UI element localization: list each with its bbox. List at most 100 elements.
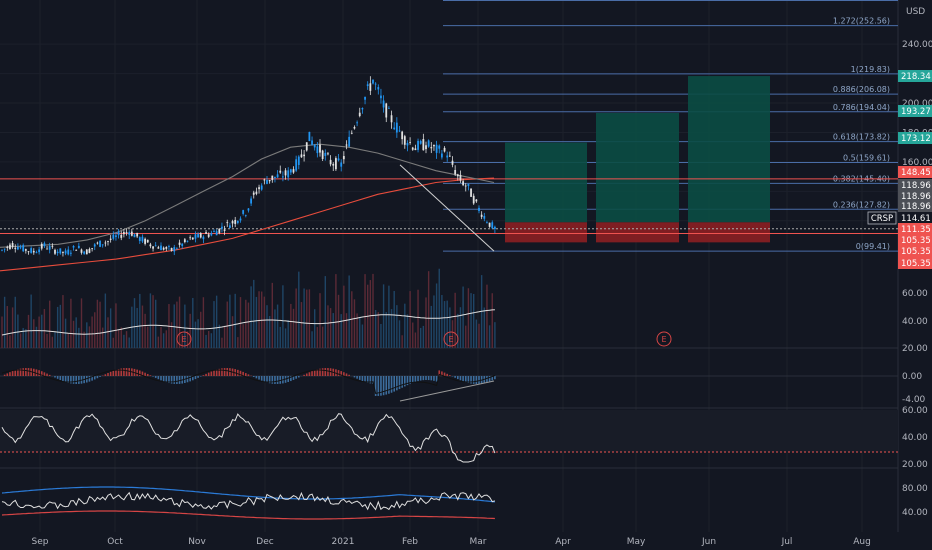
macd-bar (229, 368, 231, 376)
macd-bar (329, 368, 332, 376)
volume-bar (109, 308, 112, 348)
candle-body (128, 232, 131, 235)
volume-bar (396, 305, 398, 348)
macd-bar (207, 372, 210, 376)
volume-bar (1, 316, 3, 348)
earnings-marker-label: E (661, 335, 666, 344)
macd-bar (433, 376, 435, 381)
volume-bar (22, 327, 24, 348)
rsi-tick-label: 60.00 (902, 406, 928, 416)
candle-body (388, 107, 390, 109)
volume-bar (49, 300, 51, 348)
volume-bar (94, 312, 96, 348)
price-tag: 218.34 (898, 70, 932, 82)
candle-body (327, 153, 329, 155)
volume-bar (414, 332, 417, 348)
volume-average-line (1, 309, 495, 336)
candle-body (210, 233, 213, 236)
macd-bar (467, 376, 470, 383)
macd-bar (218, 368, 221, 376)
macd-bar (17, 369, 19, 376)
volume-bar (430, 305, 432, 348)
candle-body (305, 142, 308, 151)
volume-bar (263, 296, 266, 348)
price-tag: 105.35 (898, 257, 932, 269)
macd-bar (11, 371, 14, 376)
macd-bar (170, 376, 173, 384)
candle-body (88, 248, 91, 253)
macd-bar (398, 376, 401, 390)
candle-body (205, 232, 207, 234)
candle-body (11, 243, 14, 247)
macd-bar (120, 368, 123, 376)
candle-body (464, 185, 467, 187)
candle-body (438, 145, 441, 149)
candle-body (181, 243, 184, 247)
macd-tick-label: 0.00 (902, 372, 922, 382)
volume-bar (162, 333, 165, 348)
candle-body (345, 144, 348, 146)
stop-zone (505, 222, 587, 243)
candle-body (260, 185, 263, 190)
macd-bar (411, 376, 414, 383)
volume-bar (30, 294, 32, 348)
volume-bar (14, 296, 16, 348)
candle-body (199, 233, 202, 238)
candle-body (85, 249, 88, 255)
macd-bar (22, 368, 24, 376)
candle-body (274, 176, 276, 178)
trend-line (399, 164, 495, 252)
candle-body (353, 127, 356, 129)
candle-body (9, 244, 11, 250)
macd-bar (152, 376, 154, 377)
volume-bar (427, 271, 430, 348)
volume-bar (361, 324, 364, 348)
candle-body (27, 251, 30, 253)
macd-bar (380, 376, 382, 396)
candle-body (215, 231, 218, 236)
macd-bar (107, 373, 109, 376)
macd-bar (308, 372, 311, 376)
candle-body (300, 154, 303, 158)
position-boxes[interactable] (505, 76, 770, 243)
macd-bar (409, 376, 411, 384)
candle-body (186, 240, 189, 242)
candle-body (335, 158, 337, 170)
volume-bar (374, 310, 377, 348)
volume-bar (449, 307, 451, 348)
macd-bar (361, 376, 364, 382)
volume-bar (369, 280, 372, 348)
macd-bar (419, 376, 422, 381)
fib-label: 0(99.41) (856, 242, 890, 251)
candle-body (144, 238, 146, 244)
volume-bar (157, 336, 160, 348)
price-tag: CRSP (867, 211, 897, 225)
macd-bar (316, 369, 319, 376)
candle-body (170, 247, 173, 251)
volume-bar (443, 301, 446, 348)
candle-body (470, 188, 472, 197)
candle-body (366, 84, 369, 87)
candle-body (14, 247, 17, 249)
candle-body (17, 246, 19, 250)
volume-bar (46, 333, 48, 348)
earnings-marker-circle (656, 331, 672, 347)
volume-bar (390, 309, 393, 348)
candle-body (136, 232, 139, 237)
macd-bar (406, 376, 409, 386)
candle-body (3, 248, 6, 250)
candle-body (284, 170, 287, 176)
macd-bar (168, 376, 170, 384)
candle-body (319, 144, 321, 153)
x-tick-label: Mar (470, 537, 487, 547)
macd-bar (38, 370, 40, 376)
price-tag: 118.96 (898, 200, 932, 212)
volume-bar (247, 302, 250, 348)
macd-bar (438, 370, 441, 376)
volume-bar (329, 308, 332, 348)
horizontal-lines[interactable] (0, 178, 898, 235)
price-tag-box (898, 234, 932, 246)
